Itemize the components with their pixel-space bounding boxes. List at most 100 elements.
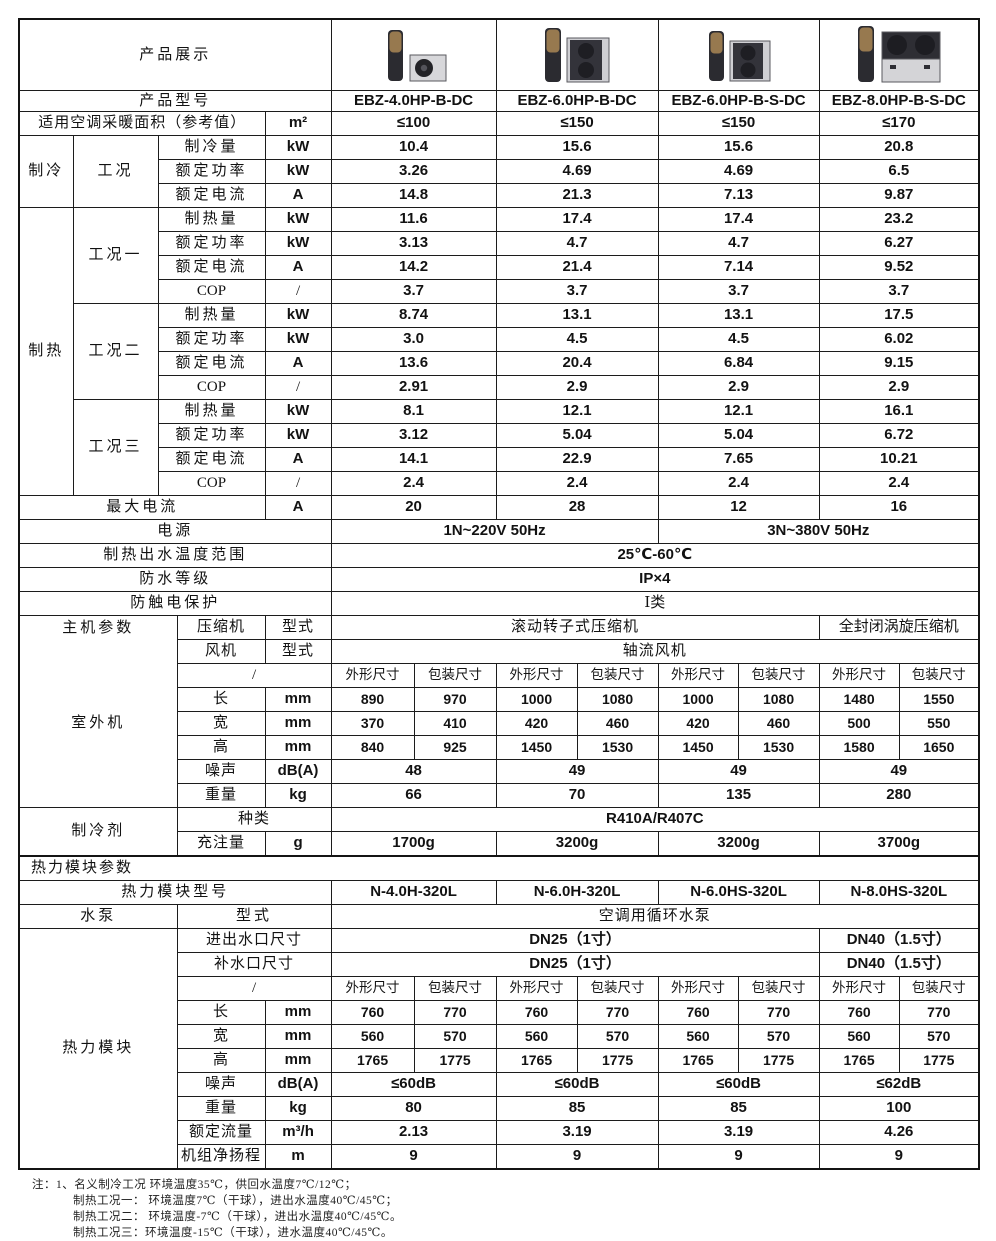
unit-label: / bbox=[264, 375, 332, 400]
spec-value: 10.4 bbox=[330, 135, 497, 160]
row-label: 充注量 bbox=[176, 831, 266, 857]
heating-row: COP / 2.4 2.4 2.4 2.4 bbox=[19, 471, 980, 496]
row-label: COP bbox=[157, 375, 266, 400]
row-label: 噪声 bbox=[176, 1072, 266, 1097]
row-label: 制冷量 bbox=[157, 135, 266, 160]
product-image-2 bbox=[495, 18, 659, 91]
spec-value: 8.74 bbox=[330, 303, 497, 328]
spec-value: 760 bbox=[818, 1000, 900, 1025]
section-label: 制热 bbox=[18, 207, 74, 496]
unit-label: kW bbox=[264, 231, 332, 256]
unit-label: m³/h bbox=[264, 1120, 332, 1145]
spec-value: 15.6 bbox=[495, 135, 659, 160]
note-line: 制热工况三：环境温度-15℃（干球），进水温度40℃/45℃。 bbox=[73, 1227, 393, 1239]
spec-value: 1530 bbox=[737, 735, 820, 760]
spec-value: 6.5 bbox=[818, 159, 980, 184]
product-image-3 bbox=[657, 18, 820, 91]
noise-row: 噪声 dB(A) 48 49 49 49 bbox=[19, 759, 980, 784]
unit-label: kW bbox=[264, 327, 332, 352]
spec-value: 560 bbox=[657, 1024, 739, 1049]
spec-value: ≤60dB bbox=[330, 1072, 497, 1097]
spec-value: 3700g bbox=[818, 831, 980, 857]
column-header: 包装尺寸 bbox=[413, 663, 497, 688]
dim-row: 宽 mm 560 570 560 570 560 570 560 570 bbox=[19, 1024, 980, 1049]
section-label: 热力模块 bbox=[18, 928, 178, 1170]
spec-value: 500 bbox=[818, 711, 900, 736]
column-header: 外形尺寸 bbox=[657, 663, 739, 688]
spec-value: 49 bbox=[495, 759, 659, 784]
spec-value: 890 bbox=[330, 687, 415, 712]
spec-value: 13.1 bbox=[495, 303, 659, 328]
unit-label: kg bbox=[264, 783, 332, 808]
spec-value: 70 bbox=[495, 783, 659, 808]
row-label: 额定功率 bbox=[157, 159, 266, 184]
unit-label: kW bbox=[264, 159, 332, 184]
row-label: 长 bbox=[176, 687, 266, 712]
model-name: N-8.0HS-320L bbox=[818, 880, 980, 905]
spec-value: 3N~380V 50Hz bbox=[657, 519, 980, 544]
spec-value: 6.84 bbox=[657, 351, 820, 376]
row-label: 高 bbox=[176, 1048, 266, 1073]
spec-value: 12 bbox=[657, 495, 820, 520]
spec-value: 2.9 bbox=[657, 375, 820, 400]
dim-row: 宽 mm 370 410 420 460 420 460 500 550 bbox=[19, 711, 980, 736]
spec-value: 21.3 bbox=[495, 183, 659, 208]
spec-value: 5.04 bbox=[657, 423, 820, 448]
section-label: 水泵 bbox=[18, 904, 178, 929]
spec-value: 16.1 bbox=[818, 399, 980, 424]
spec-value: 9.52 bbox=[818, 255, 980, 280]
spec-value: 570 bbox=[413, 1024, 497, 1049]
head-row: 机组净扬程 m 9 9 9 9 bbox=[19, 1144, 980, 1170]
spec-value: 560 bbox=[495, 1024, 578, 1049]
column-header: 包装尺寸 bbox=[576, 976, 659, 1001]
spec-value: 22.9 bbox=[495, 447, 659, 472]
spec-value: 20.8 bbox=[818, 135, 980, 160]
spec-value: 14.2 bbox=[330, 255, 497, 280]
section-label: 制冷 bbox=[18, 135, 74, 208]
spec-value: ≤150 bbox=[657, 111, 820, 136]
spec-value: 13.1 bbox=[657, 303, 820, 328]
spec-value: 560 bbox=[330, 1024, 415, 1049]
spec-value: 1450 bbox=[495, 735, 578, 760]
power-row: 电源 1N~220V 50Hz 3N~380V 50Hz bbox=[18, 519, 980, 544]
spec-value: 100 bbox=[818, 1096, 980, 1121]
spec-value: 2.13 bbox=[330, 1120, 497, 1145]
row-label: 重量 bbox=[176, 783, 266, 808]
unit-label: / bbox=[264, 279, 332, 304]
spec-value: 85 bbox=[495, 1096, 659, 1121]
row-label: 额定功率 bbox=[157, 231, 266, 256]
row-label: 重量 bbox=[176, 1096, 266, 1121]
spec-value: 4.7 bbox=[657, 231, 820, 256]
heat-pump-photo-icon bbox=[708, 31, 771, 82]
unit-label: kW bbox=[264, 399, 332, 424]
spec-value: 760 bbox=[495, 1000, 578, 1025]
spec-value: ≤150 bbox=[495, 111, 659, 136]
spec-value: 空调用循环水泵 bbox=[330, 904, 980, 929]
spec-value: 13.6 bbox=[330, 351, 497, 376]
spec-value: 12.1 bbox=[495, 399, 659, 424]
dim-header-row: / 外形尺寸 包装尺寸 外形尺寸 包装尺寸 外形尺寸 包装尺寸 外形尺寸 包装尺… bbox=[19, 663, 980, 688]
heating-row: 工况二 制热量 kW 8.74 13.1 13.1 17.5 bbox=[19, 303, 980, 400]
refrigerant-kind-row: 制冷剂 种类 R410A/R407C bbox=[18, 807, 980, 857]
spec-value: ≤60dB bbox=[495, 1072, 659, 1097]
row-label: 热力模块型号 bbox=[18, 880, 332, 905]
spec-value: 9 bbox=[330, 1144, 497, 1170]
condition-label: 工况三 bbox=[72, 399, 159, 496]
column-header: 包装尺寸 bbox=[737, 976, 820, 1001]
spec-value: 420 bbox=[657, 711, 739, 736]
row-label: 风机 bbox=[176, 639, 266, 664]
spec-value: 3.19 bbox=[495, 1120, 659, 1145]
unit-label: A bbox=[264, 447, 332, 472]
spec-value: 1480 bbox=[818, 687, 900, 712]
cooling-row: 额定功率 kW 3.26 4.69 4.69 6.5 bbox=[19, 159, 980, 184]
row-label: COP bbox=[157, 279, 266, 304]
spec-value: 16 bbox=[818, 495, 980, 520]
row-label: 进出水口尺寸 bbox=[176, 928, 332, 953]
row-label: 额定电流 bbox=[157, 183, 266, 208]
spec-value: ≤62dB bbox=[818, 1072, 980, 1097]
spec-value: 1000 bbox=[495, 687, 578, 712]
refill-row: 补水口尺寸 DN25（1寸） DN40（1.5寸） bbox=[19, 952, 980, 977]
row-label: 适用空调采暖面积（参考值） bbox=[18, 111, 266, 136]
noise-row: 噪声 dB(A) ≤60dB ≤60dB ≤60dB ≤62dB bbox=[19, 1072, 980, 1097]
spec-value: 1765 bbox=[818, 1048, 900, 1073]
